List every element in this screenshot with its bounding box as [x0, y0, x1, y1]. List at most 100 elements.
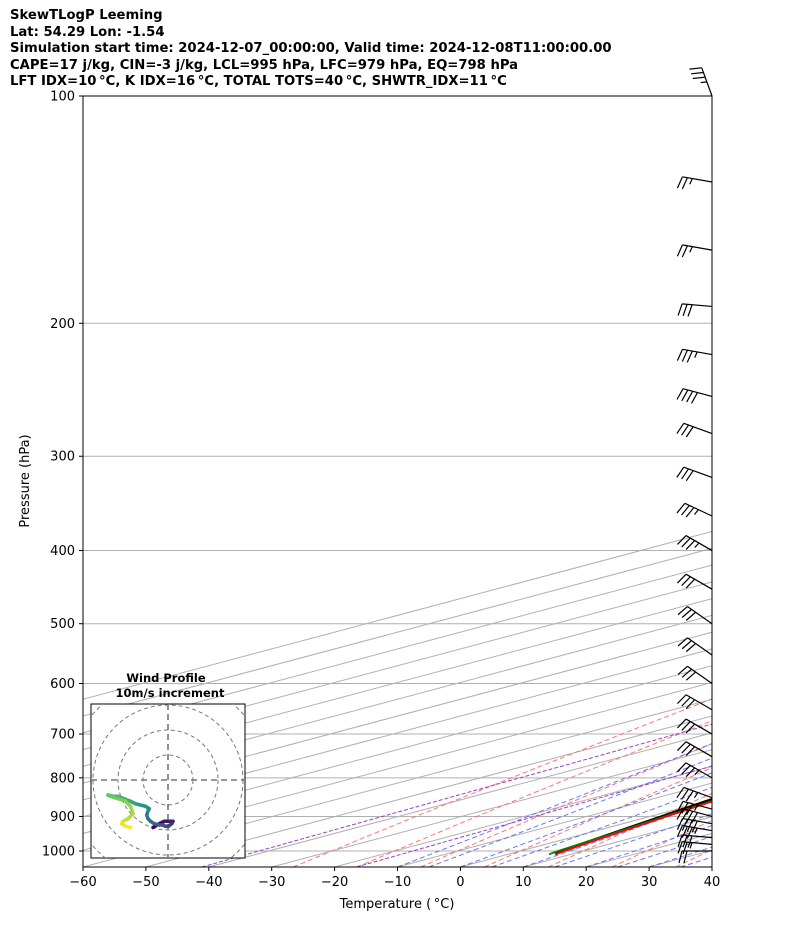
wind-barb-flag: [685, 699, 696, 710]
wind-barb: [676, 817, 713, 833]
wind-barb-flag: [676, 801, 684, 813]
moist-adiabat: [744, 96, 794, 867]
wind-barb-flag: [682, 835, 688, 848]
wind-barb-flag: [685, 470, 694, 482]
wind-barb-halfflag: [694, 351, 698, 358]
wind-barb-flag: [676, 535, 687, 545]
wind-barb-flag: [685, 578, 696, 589]
wind-barb: [676, 573, 713, 590]
wind-barb-flag: [681, 505, 690, 516]
wind-barb-flag: [686, 350, 693, 363]
hodograph-plot: [91, 704, 245, 858]
wind-barb: [677, 637, 713, 656]
x-axis-label: Temperature ( °C): [339, 897, 455, 912]
x-tick-label: 40: [704, 875, 721, 890]
y-tick-label: 800: [50, 771, 75, 786]
moist-adiabat: [397, 743, 712, 867]
wind-barb: [676, 786, 713, 802]
isobar-gridlines: [83, 96, 712, 852]
wind-barb-flag: [681, 424, 690, 436]
dry-adiabat: [293, 698, 712, 867]
wind-barb: [676, 718, 713, 735]
wind-barb-flag: [676, 466, 685, 478]
wind-barb-flag: [685, 540, 696, 550]
isotherm-line: [83, 698, 712, 867]
wind-barb-flag: [685, 611, 697, 621]
wind-barb-flag: [681, 349, 688, 362]
wind-barb: [676, 502, 713, 518]
dry-adiabat: [740, 96, 794, 867]
x-tick-label: −20: [321, 875, 348, 890]
wind-barb-flag: [677, 606, 688, 616]
wind-barb-flag: [676, 176, 684, 189]
wind-barb-halfflag: [689, 178, 693, 185]
wind-barb-flag: [686, 390, 694, 403]
wind-barb-halfflag: [689, 246, 693, 253]
wind-barb-flag: [686, 803, 694, 816]
wind-barb-flag: [676, 718, 687, 729]
x-tick-label: 30: [641, 875, 658, 890]
stability-indices-line: LFT IDX=10 °C, K IDX=16 °C, TOTAL TOTS=4…: [10, 74, 507, 89]
isotherm-line: [145, 715, 712, 867]
mixing-ratio-lines: [201, 723, 712, 867]
wind-barb-flag: [676, 741, 687, 751]
wind-barb-flag: [685, 767, 696, 778]
wind-barb: [677, 665, 713, 684]
wind-barb-flag: [681, 696, 691, 707]
y-tick-label: 1000: [42, 845, 75, 860]
wind-barb-flag: [681, 640, 692, 650]
wind-barbs: [676, 67, 713, 864]
x-tick-label: −60: [69, 875, 96, 890]
x-tick-label: −40: [195, 875, 222, 890]
wind-barb: [676, 176, 713, 190]
y-tick-label: 100: [50, 90, 75, 105]
y-axis-label: Pressure (hPa): [18, 434, 33, 527]
wind-barb-flag: [690, 812, 699, 824]
wind-barb-halfflag: [693, 804, 699, 811]
wind-barb-halfflag: [700, 81, 707, 84]
wind-barb-flag: [681, 721, 691, 731]
isotherm-line: [83, 631, 712, 801]
x-tick-label: 20: [578, 875, 595, 890]
wind-barb-flag: [681, 819, 688, 831]
wind-barb-halfflag: [694, 509, 699, 515]
wind-barb-flag: [685, 507, 695, 518]
wind-barb-flag: [685, 671, 697, 681]
y-tick-label: 700: [50, 728, 75, 743]
wind-barb-flag: [685, 790, 694, 802]
wind-barb-flag: [676, 349, 684, 361]
wind-barb-flag: [676, 818, 684, 830]
wind-barb-halfflag: [694, 542, 700, 548]
y-tick-label: 300: [50, 450, 75, 465]
mixing-ratio-line: [356, 765, 712, 867]
hodograph: Wind Profile 10m/s increment: [90, 671, 246, 859]
wind-barb-flag: [681, 743, 691, 754]
isotherm-line: [83, 681, 712, 851]
wind-barb: [676, 466, 713, 482]
wind-barb-flag: [681, 468, 690, 480]
wind-barb-flag: [676, 825, 684, 838]
time-line: Simulation start time: 2024-12-07_00:00:…: [10, 41, 612, 56]
isotherm-line: [208, 732, 712, 867]
x-tick-label: 0: [456, 875, 464, 890]
wind-barb-flag: [681, 245, 688, 258]
wind-barb: [676, 694, 713, 711]
wind-barb-flag: [683, 850, 688, 864]
wind-barb-flag: [677, 834, 683, 847]
x-tick-label: 10: [515, 875, 532, 890]
wind-barb: [676, 800, 713, 816]
wind-barb-flag: [687, 304, 693, 317]
wind-barb-flag: [681, 802, 689, 814]
wind-barb-flag: [681, 537, 691, 548]
x-tick-label: −10: [384, 875, 411, 890]
wind-barb: [676, 741, 713, 758]
isotherm-line: [83, 665, 712, 834]
wind-barb-flag: [676, 762, 687, 773]
wind-barb-flag: [689, 67, 702, 70]
moist-adiabat: [460, 772, 712, 867]
wind-barb: [676, 762, 713, 779]
y-tick-label: 900: [50, 810, 75, 825]
wind-barb-halfflag: [689, 842, 693, 849]
hodograph-title: Wind Profile: [126, 671, 206, 685]
